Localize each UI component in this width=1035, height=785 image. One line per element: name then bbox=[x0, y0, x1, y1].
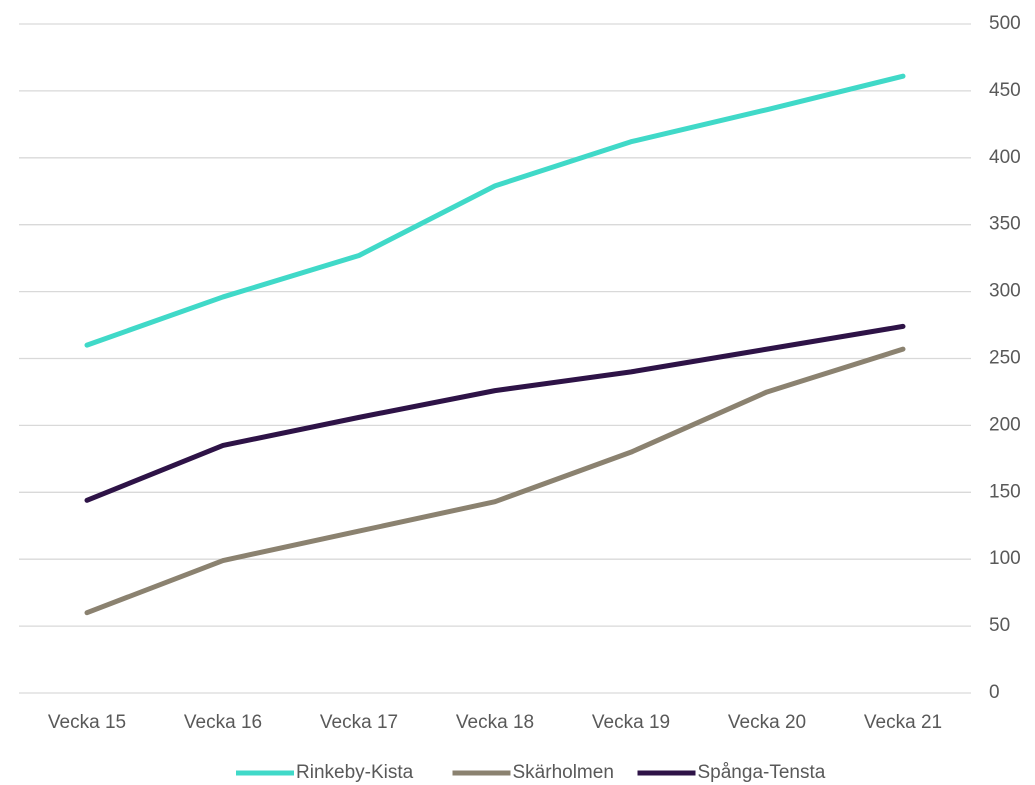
y-tick-label: 150 bbox=[989, 481, 1021, 502]
y-tick-label: 400 bbox=[989, 147, 1021, 168]
y-tick-label: 450 bbox=[989, 80, 1021, 101]
x-tick-label: Vecka 16 bbox=[184, 712, 262, 733]
series-line bbox=[84, 323, 906, 503]
legend-label: Skärholmen bbox=[513, 762, 614, 783]
y-tick-label: 100 bbox=[989, 548, 1021, 569]
x-tick-label: Vecka 21 bbox=[864, 712, 942, 733]
x-tick-label: Vecka 15 bbox=[48, 712, 126, 733]
y-tick-label: 250 bbox=[989, 348, 1021, 369]
y-tick-label: 500 bbox=[989, 13, 1021, 34]
y-tick-label: 0 bbox=[989, 682, 1000, 703]
x-tick-label: Vecka 17 bbox=[320, 712, 398, 733]
legend-label: Spånga-Tensta bbox=[698, 762, 826, 783]
x-tick-label: Vecka 19 bbox=[592, 712, 670, 733]
y-tick-label: 350 bbox=[989, 214, 1021, 235]
y-tick-label: 50 bbox=[989, 615, 1010, 636]
y-tick-label: 300 bbox=[989, 281, 1021, 302]
x-tick-label: Vecka 20 bbox=[728, 712, 806, 733]
y-tick-label: 200 bbox=[989, 414, 1021, 435]
x-tick-label: Vecka 18 bbox=[456, 712, 534, 733]
legend-label: Rinkeby-Kista bbox=[296, 762, 414, 783]
series-line bbox=[84, 346, 906, 616]
series-line bbox=[84, 73, 906, 348]
